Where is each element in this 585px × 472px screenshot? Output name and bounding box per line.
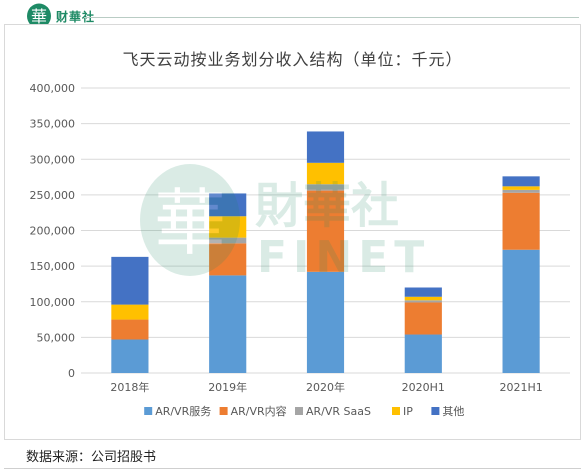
bar-segment bbox=[306, 162, 345, 185]
legend-swatch bbox=[392, 407, 400, 415]
source-note: 数据来源：公司招股书 bbox=[26, 450, 157, 465]
bar-segment bbox=[111, 256, 149, 305]
bar-segment bbox=[209, 243, 247, 276]
chart-title: 飞天云动按业务划分收入结构（单位：千元） bbox=[122, 50, 463, 69]
legend-swatch bbox=[295, 407, 303, 415]
y-tick-label: 250,000 bbox=[30, 189, 76, 202]
x-tick-label: 2020年 bbox=[306, 380, 345, 394]
bar-segment bbox=[404, 300, 442, 303]
brand-name: 财華社 bbox=[56, 9, 96, 24]
bar-segment bbox=[404, 296, 442, 301]
y-tick-label: 350,000 bbox=[30, 118, 76, 131]
y-tick-label: 100,000 bbox=[30, 296, 76, 309]
x-tick-label: 2018年 bbox=[110, 380, 149, 394]
bar-segment bbox=[404, 287, 442, 297]
stacked-bar-chart: 0 50,000 100,000 150,000 200,000 250,000 300,0… bbox=[30, 82, 570, 418]
legend-label: 其他 bbox=[442, 405, 464, 418]
y-tick-label: 0 bbox=[68, 367, 75, 380]
legend-swatch bbox=[431, 407, 440, 415]
y-tick-label: 50,000 bbox=[37, 331, 76, 344]
bar-segment bbox=[502, 192, 540, 250]
legend-swatch bbox=[144, 407, 153, 415]
legend-label: AR/VR内容 bbox=[231, 404, 287, 418]
bar-segment bbox=[209, 275, 247, 373]
legend-label: IP bbox=[403, 405, 413, 418]
bar-segment bbox=[111, 319, 149, 340]
bar-segment bbox=[404, 302, 442, 335]
bar-segment bbox=[502, 176, 540, 187]
bar-segment bbox=[502, 186, 540, 190]
bar-segment bbox=[111, 304, 149, 320]
y-tick-label: 400,000 bbox=[30, 82, 76, 95]
y-tick-label: 200,000 bbox=[30, 225, 76, 238]
legend-label: AR/VR SaaS bbox=[306, 405, 371, 418]
legend-swatch bbox=[219, 407, 228, 415]
y-tick-label: 300,000 bbox=[30, 153, 76, 166]
legend-label: AR/VR服务 bbox=[155, 405, 211, 418]
bar-segment bbox=[502, 189, 540, 193]
bar-segment bbox=[306, 131, 345, 163]
bar-segment bbox=[306, 271, 345, 373]
bar-segment bbox=[111, 339, 149, 373]
header-divider bbox=[84, 17, 579, 18]
brand-logo: 華 财華社 bbox=[26, 3, 96, 29]
bar-segment bbox=[306, 184, 345, 191]
x-tick-label: 2019年 bbox=[208, 380, 247, 394]
bar-segment bbox=[404, 334, 442, 373]
footer-divider bbox=[4, 468, 581, 469]
bar-segment bbox=[209, 193, 247, 217]
chart-frame: 飞天云动按业务划分收入结构（单位：千元） 0 50,000 100,000 150,0… bbox=[4, 24, 581, 440]
bar-segment bbox=[502, 249, 540, 373]
bar-segment bbox=[306, 190, 345, 272]
brand-seal-char: 華 bbox=[31, 7, 47, 26]
finet-seal-icon: 華 bbox=[27, 3, 51, 29]
bar-segment bbox=[209, 216, 247, 238]
x-tick-label: 2020H1 bbox=[402, 381, 445, 394]
y-tick-label: 150,000 bbox=[30, 260, 76, 273]
bar-segment bbox=[209, 237, 247, 244]
x-tick-label: 2021H1 bbox=[499, 381, 542, 394]
